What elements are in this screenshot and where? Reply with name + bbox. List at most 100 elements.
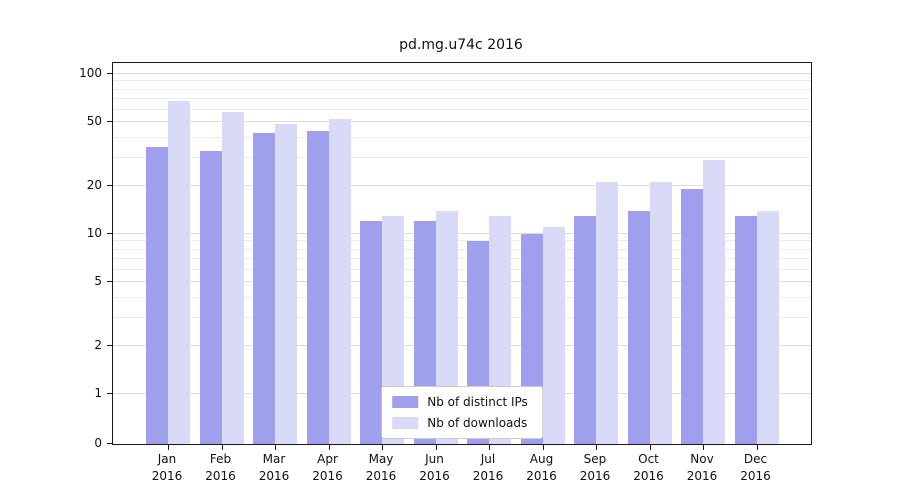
x-tick-mark xyxy=(649,444,651,450)
x-tick-label-line: 2016 xyxy=(419,469,450,483)
gridline-minor xyxy=(113,240,811,242)
x-tick-label-line: Sep xyxy=(583,452,607,466)
bar-distinct-ips xyxy=(253,132,275,444)
gridline-major xyxy=(113,233,811,234)
x-tick-label-line: 2016 xyxy=(365,469,397,483)
y-tick-label: 0 xyxy=(94,436,102,450)
x-tick-label: Oct 2016 xyxy=(633,451,664,485)
x-tick-label: Apr 2016 xyxy=(312,451,343,485)
gridline-major xyxy=(113,281,811,283)
legend-label-downloads: Nb of downloads xyxy=(427,416,528,430)
x-tick-label-line: Jul xyxy=(480,452,496,466)
x-tick-label-line: Jan xyxy=(157,452,177,466)
gridline-minor xyxy=(113,156,811,158)
gridline-major xyxy=(113,344,811,346)
y-tick-label: 2 xyxy=(94,337,102,352)
gridline-minor xyxy=(113,80,811,82)
chart-title: pd.mg.u74c 2016 xyxy=(399,37,523,53)
x-tick-label-line: Dec xyxy=(743,452,768,466)
y-tick-mark xyxy=(107,281,113,283)
gridline-minor xyxy=(113,316,811,318)
bar-distinct-ips xyxy=(199,151,222,444)
x-tick-mark xyxy=(382,444,383,450)
x-tick-label: May 2016 xyxy=(366,451,397,485)
x-tick-label-line: 2016 xyxy=(526,469,557,483)
x-tick-label: Jul 2016 xyxy=(473,451,504,485)
x-tick-label: Sep 2016 xyxy=(580,451,611,485)
x-tick-label: Feb 2016 xyxy=(205,451,236,485)
bar-distinct-ips xyxy=(734,215,757,444)
gridline-minor xyxy=(113,136,811,138)
x-tick-mark xyxy=(221,444,223,450)
x-tick-mark xyxy=(756,444,758,450)
x-tick-label: Dec 2016 xyxy=(740,451,771,485)
legend-label-distinct-ips: Nb of distinct IPs xyxy=(427,395,528,409)
x-tick-label-line: Feb xyxy=(209,452,232,466)
x-tick-label-line: Aug xyxy=(529,452,554,466)
y-tick-label: 10 xyxy=(86,226,102,240)
x-tick-mark xyxy=(703,444,704,450)
x-tick-label-line: 2016 xyxy=(312,469,343,483)
x-tick-label-line: 2016 xyxy=(472,469,504,483)
x-tick-label-line: 2016 xyxy=(151,469,183,483)
x-tick-label-line: Nov xyxy=(690,452,714,466)
gridline-minor xyxy=(113,248,811,250)
y-tick-mark xyxy=(107,233,113,234)
bar-distinct-ips xyxy=(574,215,596,444)
x-tick-label: Jun 2016 xyxy=(419,451,450,485)
x-tick-label-line: 2016 xyxy=(686,469,718,483)
x-tick-label-line: Jun xyxy=(425,452,444,466)
x-tick-label-line: Apr xyxy=(317,452,338,466)
y-tick-mark xyxy=(107,184,113,186)
gridline-minor xyxy=(113,108,811,110)
gridline-minor xyxy=(113,268,811,270)
y-axis: 0 1 2 5 10 20 50 100 xyxy=(0,62,104,450)
gridline-major xyxy=(113,184,811,186)
bar-downloads xyxy=(596,182,618,444)
bar-downloads xyxy=(703,160,725,444)
x-tick-label-line: Mar xyxy=(262,452,286,466)
x-tick-label-line: 2016 xyxy=(633,469,664,483)
y-tick-label: 20 xyxy=(86,177,102,192)
bar-downloads xyxy=(221,111,244,444)
bar-distinct-ips xyxy=(306,131,329,444)
x-tick-label-line: 2016 xyxy=(579,469,611,483)
y-tick-mark xyxy=(107,393,113,394)
gridline-major xyxy=(113,121,811,123)
bar-distinct-ips xyxy=(627,210,650,444)
bar-downloads xyxy=(168,100,190,444)
x-tick-mark xyxy=(542,444,544,450)
x-tick-label: Jan 2016 xyxy=(152,451,183,485)
x-axis: Jan 2016 Feb 2016 Mar 2016 Apr 2016 May 2016 Jun 20… xyxy=(112,451,810,491)
x-tick-label-line: May xyxy=(368,452,394,466)
bar-downloads xyxy=(328,119,351,444)
y-tick-mark xyxy=(107,121,113,123)
x-tick-mark xyxy=(596,444,597,450)
x-tick-label: Nov 2016 xyxy=(687,451,718,485)
x-tick-label-line: 2016 xyxy=(205,469,236,483)
bar-downloads xyxy=(542,227,565,444)
y-tick-label: 50 xyxy=(86,114,102,129)
plot-area: Nb of distinct IPs Nb of downloads xyxy=(107,62,812,450)
bar-downloads xyxy=(275,123,297,444)
x-tick-label: Mar 2016 xyxy=(259,451,290,485)
gridline-minor xyxy=(113,257,811,259)
x-tick-label-line: 2016 xyxy=(740,469,771,483)
y-tick-label: 5 xyxy=(94,274,102,289)
legend-item-downloads: Nb of downloads xyxy=(392,416,528,430)
legend-item-distinct-ips: Nb of distinct IPs xyxy=(392,395,528,409)
x-tick-mark xyxy=(489,444,490,450)
x-tick-mark xyxy=(435,444,437,450)
bar-downloads xyxy=(435,210,458,444)
x-tick-label: Aug 2016 xyxy=(526,451,557,485)
y-tick-mark xyxy=(107,73,113,74)
x-tick-mark xyxy=(328,444,330,450)
gridline-minor xyxy=(113,296,811,298)
gridline-minor xyxy=(113,97,811,99)
y-tick-mark xyxy=(107,344,113,346)
y-tick-label: 100 xyxy=(79,66,102,80)
bar-downloads xyxy=(649,182,672,444)
x-tick-label-line: 2016 xyxy=(258,469,290,483)
x-tick-mark xyxy=(275,444,276,450)
y-tick-label: 1 xyxy=(94,386,102,400)
